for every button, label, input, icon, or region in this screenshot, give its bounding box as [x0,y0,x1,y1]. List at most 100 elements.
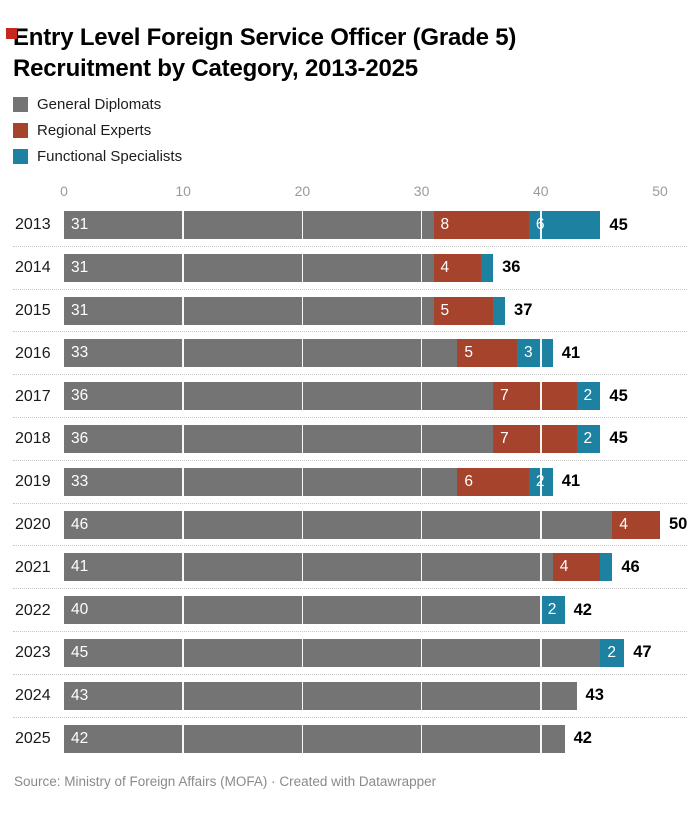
total-value-label: 45 [609,386,628,405]
bar-segment[interactable]: 4 [433,253,482,282]
segment-value-label: 5 [464,344,473,362]
segment-value-label: 2 [583,429,593,447]
bar-segment[interactable]: 31 [64,296,434,325]
row-separator [13,416,687,418]
gridline [540,681,542,710]
x-axis-tick: 40 [533,183,549,199]
gridline [301,681,304,710]
year-label: 2017 [15,387,51,405]
gridline [540,253,542,282]
x-axis-tick: 30 [413,183,430,199]
total-value-label: 42 [573,600,592,619]
gridline [182,424,184,453]
bar-segment[interactable]: 2 [540,596,565,625]
gridline [540,424,542,453]
year-label: 2022 [15,601,51,619]
gridline [420,253,423,282]
gridline [420,681,423,710]
source-footer: Source: Ministry of Foreign Affairs (MOF… [14,774,437,790]
bar-segment[interactable]: 6 [457,467,529,496]
bar-segment[interactable]: 4 [612,510,660,539]
year-label: 2018 [15,430,51,448]
bar-segment[interactable]: 3 [516,339,553,368]
chart-container: Entry Level Foreign Service Officer (Gra… [0,22,700,819]
bar-segment[interactable] [481,253,494,282]
bar-plot: 33 6 2 41 [64,467,660,496]
bar-segment[interactable]: 31 [64,211,434,239]
bar-segment[interactable]: 5 [457,339,517,368]
gridline [540,296,542,325]
bar-segment[interactable]: 36 [64,424,494,453]
bar-plot: 31 4 36 [64,253,660,282]
bar-segment[interactable]: 33 [64,467,458,496]
bar-plot: 43 43 [64,681,660,710]
bar-segment[interactable]: 42 [64,724,565,753]
bar-segment[interactable]: 2 [576,424,601,453]
bar-segment[interactable]: 8 [433,211,529,239]
segment-value-label: 42 [71,729,89,747]
bar-row: 2023 45 2 47 [0,632,700,675]
bar-segment[interactable] [493,296,506,325]
gridline [182,596,184,625]
year-label: 2021 [15,558,51,576]
bar-segment[interactable]: 5 [433,296,494,325]
legend-item: Functional Specialists [13,149,700,164]
bar-plot: 46 4 50 [64,510,687,539]
row-separator [13,630,687,632]
bar-row: 2017 36 7 2 45 [0,375,700,418]
gridline [182,467,184,496]
chart-plot-area: 0 10 20 30 40 50 2013 31 8 6 45 2014 31 4 36 2015 31 5 37… [0,183,700,760]
total-value-label: 45 [609,215,628,234]
bar-plot: 36 7 2 45 [64,382,660,411]
bar-segment[interactable]: 2 [528,467,553,496]
bar-row: 2015 31 5 37 [0,290,700,333]
bar-row: 2019 33 6 2 41 [0,461,700,504]
segment-value-label: 2 [583,387,593,405]
bar-segment[interactable]: 7 [493,424,577,453]
year-label: 2019 [15,473,51,491]
total-value-label: 43 [585,686,604,705]
bar-segment[interactable] [600,553,613,582]
gridline [301,211,304,239]
bar-segment[interactable]: 2 [576,382,601,411]
bar-row: 2025 42 42 [0,718,700,761]
bar-segment[interactable]: 31 [64,253,434,282]
segment-value-label: 6 [464,472,473,490]
bar-segment[interactable]: 33 [64,339,458,368]
bar-segment[interactable]: 36 [64,382,494,411]
gridline [301,424,304,453]
year-label: 2014 [15,259,51,277]
gridline [301,467,304,496]
row-separator [13,545,687,547]
segment-value-label: 31 [71,301,89,319]
gridline [182,296,184,325]
row-separator [13,374,687,376]
bar-segment[interactable]: 7 [493,382,577,411]
total-value-label: 41 [561,472,581,491]
segment-value-label: 7 [500,387,509,405]
bar-segment[interactable]: 45 [64,638,601,667]
gridline [420,382,423,411]
gridline [420,467,423,496]
gridline [182,638,184,667]
segment-value-label: 33 [71,344,89,362]
legend-label: Regional Experts [37,122,152,139]
bar-segment[interactable]: 43 [64,681,577,710]
segment-value-label: 31 [71,258,89,276]
bar-segment[interactable]: 2 [600,638,625,667]
bar-segment[interactable]: 4 [552,553,601,582]
x-axis-tick: 0 [60,183,68,199]
bar-segment[interactable]: 41 [64,553,553,582]
bar-row: 2013 31 8 6 45 [0,204,700,247]
row-separator [13,673,687,675]
bar-plot: 45 2 47 [64,638,660,667]
legend-label: Functional Specialists [37,148,183,165]
gridline [540,510,542,539]
gridline [182,253,184,282]
gridline [301,382,304,411]
gridline [301,253,304,282]
segment-value-label: 43 [71,686,89,704]
row-separator [13,716,687,718]
bar-segment[interactable]: 46 [64,510,613,539]
gridline [301,638,304,667]
